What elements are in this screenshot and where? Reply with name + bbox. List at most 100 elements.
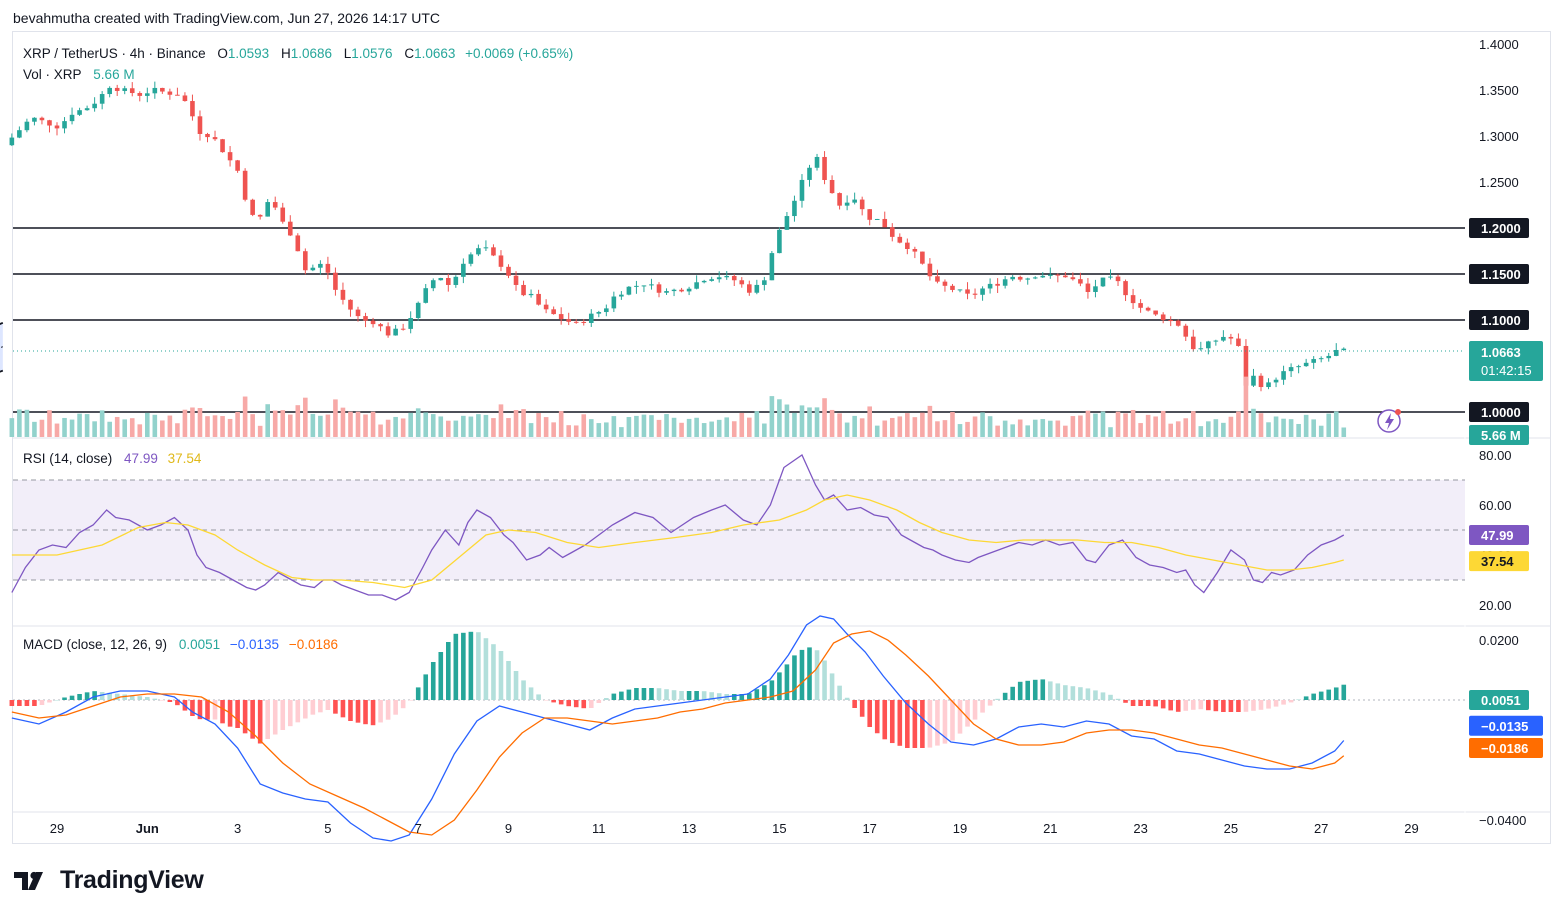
candle-body	[498, 255, 504, 267]
candle-body	[145, 93, 150, 96]
volume-bar	[1266, 422, 1271, 437]
tradingview-logo[interactable]: TradingView	[14, 866, 204, 895]
volume-bar	[1153, 416, 1158, 437]
macd-histogram-bar	[453, 633, 459, 700]
level-1000-label-text: 1.0000	[1481, 405, 1521, 420]
close-label: C	[404, 46, 415, 61]
candle-body	[799, 179, 805, 201]
volume-legend: Vol · XRP 5.66 M	[23, 67, 139, 82]
volume-bar	[965, 421, 970, 437]
macd-histogram-bar	[1040, 679, 1046, 700]
candle-body	[1145, 307, 1151, 311]
macd-histogram-bar	[84, 692, 90, 700]
candle-body	[829, 179, 835, 194]
candle-body	[1085, 283, 1091, 292]
macd-histogram-bar	[859, 700, 865, 717]
candle-body	[1048, 274, 1053, 276]
symbol-title[interactable]: XRP / TetherUS · 4h · Binance	[23, 46, 206, 61]
macd-histogram-bar	[39, 700, 45, 705]
volume-bar	[415, 408, 421, 437]
price-legend: XRP / TetherUS · 4h · Binance O1.0593 H1…	[23, 46, 577, 61]
candle-body	[370, 320, 376, 325]
macd-histogram-bar	[17, 700, 22, 706]
rsi-value-tag-text: 47.99	[1481, 528, 1514, 543]
candle-body	[438, 278, 444, 281]
macd-histogram-bar	[272, 700, 278, 735]
rsi-ma-value: 37.54	[167, 451, 202, 466]
volume-bar	[438, 416, 444, 437]
volume-bar	[641, 414, 647, 437]
candle-body	[1123, 281, 1128, 296]
candle-body	[844, 202, 850, 206]
time-tick-label: 27	[1314, 821, 1328, 836]
level-1100-label-text: 1.1000	[1481, 313, 1521, 328]
candle-body	[1273, 379, 1279, 383]
candle-body	[1258, 375, 1264, 388]
macd-histogram-bar	[566, 700, 571, 707]
volume-bar	[175, 423, 180, 437]
macd-histogram-bar	[9, 700, 15, 706]
time-tick-label: 21	[1043, 821, 1057, 836]
macd-histogram-bar	[972, 700, 978, 720]
macd-histogram-bar	[415, 687, 421, 700]
candle-body	[257, 214, 263, 217]
macd-hist-value: 0.0051	[178, 637, 221, 652]
macd-histogram-bar	[1130, 700, 1136, 706]
volume-bar	[1228, 416, 1234, 437]
tradingview-logo-icon	[14, 871, 43, 890]
macd-histogram-bar	[363, 700, 368, 725]
volume-bar	[167, 415, 173, 437]
candle-body	[423, 288, 429, 303]
volume-bar	[724, 417, 730, 437]
candle-body	[957, 289, 963, 291]
volume-bar	[777, 399, 782, 437]
candle-body	[874, 218, 880, 220]
volume-bar	[1198, 426, 1204, 437]
candle-body	[1175, 320, 1181, 326]
rsi-label[interactable]: RSI (14, close)	[23, 451, 113, 466]
time-tick-label: 23	[1133, 821, 1147, 836]
volume-label[interactable]: Vol · XRP	[23, 67, 82, 82]
volume-bar	[792, 412, 797, 437]
candle-body	[611, 296, 617, 309]
macd-histogram-bar	[611, 693, 617, 700]
candle-body	[754, 284, 760, 293]
candle-body	[1070, 277, 1076, 280]
macd-histogram-bar	[701, 691, 707, 700]
volume-bar	[190, 407, 195, 437]
volume-bar	[957, 424, 963, 437]
volume-bar	[476, 414, 481, 437]
macd-histogram-bar	[54, 700, 60, 701]
volume-bar	[1048, 420, 1053, 437]
macd-histogram-bar	[1055, 683, 1061, 700]
macd-histogram-bar	[355, 700, 361, 723]
volume-bar	[265, 404, 270, 437]
macd-histogram-bar	[408, 700, 413, 701]
macd-histogram-bar	[1326, 689, 1332, 700]
candle-body	[980, 288, 985, 295]
macd-histogram-bar	[257, 700, 263, 744]
candle-body	[626, 286, 632, 295]
macd-histogram-bar	[671, 690, 677, 700]
macd-histogram-bar	[1311, 693, 1316, 700]
macd-histogram-bar	[905, 700, 910, 748]
candle-body	[513, 275, 519, 285]
volume-bar	[709, 421, 714, 437]
volume-bar	[1115, 411, 1121, 437]
macd-histogram-bar	[1258, 700, 1264, 710]
volume-bar	[897, 416, 903, 437]
candle-body	[453, 276, 459, 285]
candle-body	[476, 248, 481, 255]
level-1100-label: 1.1000	[1469, 310, 1529, 330]
volume-bar	[491, 418, 496, 437]
candle-body	[1198, 348, 1204, 350]
macd-label[interactable]: MACD (close, 12, 26, 9)	[23, 637, 168, 652]
candle-body	[1206, 341, 1211, 349]
macd-histogram-bar	[762, 685, 767, 700]
macd-histogram-bar	[303, 700, 308, 719]
macd-histogram-bar	[889, 700, 895, 744]
volume-bar	[1183, 418, 1189, 437]
volume-bar	[912, 417, 918, 437]
time-tick-label: 11	[592, 821, 606, 836]
